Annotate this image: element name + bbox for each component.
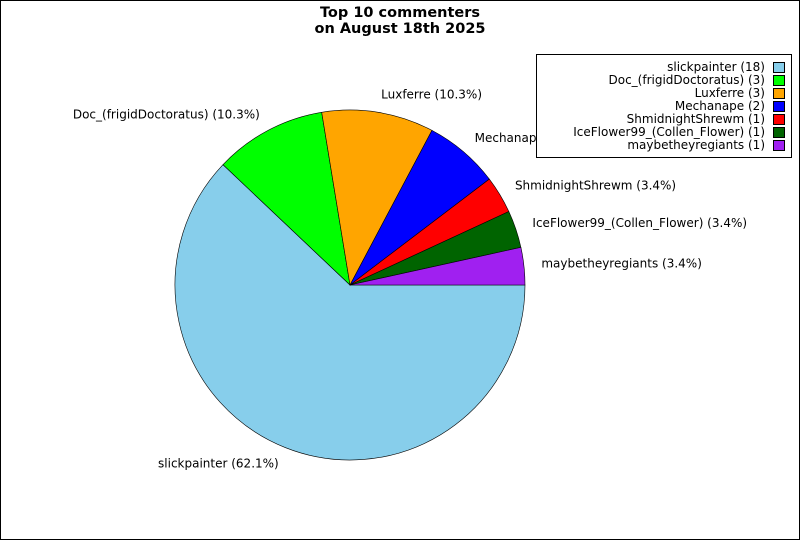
legend-swatch xyxy=(773,88,785,99)
legend-label: maybetheyregiants (1) xyxy=(627,138,765,152)
pie-slice-doc-frigiddoctoratus xyxy=(222,111,351,286)
chart-title: Top 10 commenters on August 18th 2025 xyxy=(0,5,800,37)
pie-label-doc-frigiddoctoratus: Doc_(frigidDoctoratus) (10.3%) xyxy=(73,107,260,121)
pie-slice-luxferre xyxy=(321,109,433,286)
legend-swatch xyxy=(773,75,785,86)
chart-title-line-2: on August 18th 2025 xyxy=(314,21,486,37)
legend-label: Mechanape (2) xyxy=(674,99,765,113)
pie-slice-maybetheyregiants xyxy=(349,247,526,286)
pie-label-shmidnightshrewm: ShmidnightShrewm (3.4%) xyxy=(515,178,676,192)
legend-swatch xyxy=(773,62,785,73)
legend-swatch xyxy=(773,114,785,125)
legend-label: Luxferre (3) xyxy=(694,86,765,100)
legend-swatch xyxy=(773,140,785,151)
legend-swatch xyxy=(773,101,785,112)
pie-label-luxferre: Luxferre (10.3%) xyxy=(381,88,482,102)
chart-legend: slickpainter (18) Doc_(frigidDoctoratus) … xyxy=(536,54,792,158)
legend-label: IceFlower99_(Collen_Flower) (1) xyxy=(573,125,765,139)
legend-label: slickpainter (18) xyxy=(667,60,765,74)
pie-slice-slickpainter xyxy=(174,164,526,461)
pie-label-slickpainter: slickpainter (62.1%) xyxy=(158,456,279,470)
pie-slices xyxy=(174,109,526,461)
legend-label: Doc_(frigidDoctoratus) (3) xyxy=(608,73,766,87)
legend-swatch xyxy=(773,127,785,138)
legend-label: ShmidnightShrewm (1) xyxy=(626,112,765,126)
pie-label-maybetheyregiants: maybetheyregiants (3.4%) xyxy=(541,257,702,271)
chart-title-line-1: Top 10 commenters xyxy=(319,5,481,21)
pie-label-iceflower99-collen-flower: IceFlower99_(Collen_Flower) (3.4%) xyxy=(532,216,747,230)
